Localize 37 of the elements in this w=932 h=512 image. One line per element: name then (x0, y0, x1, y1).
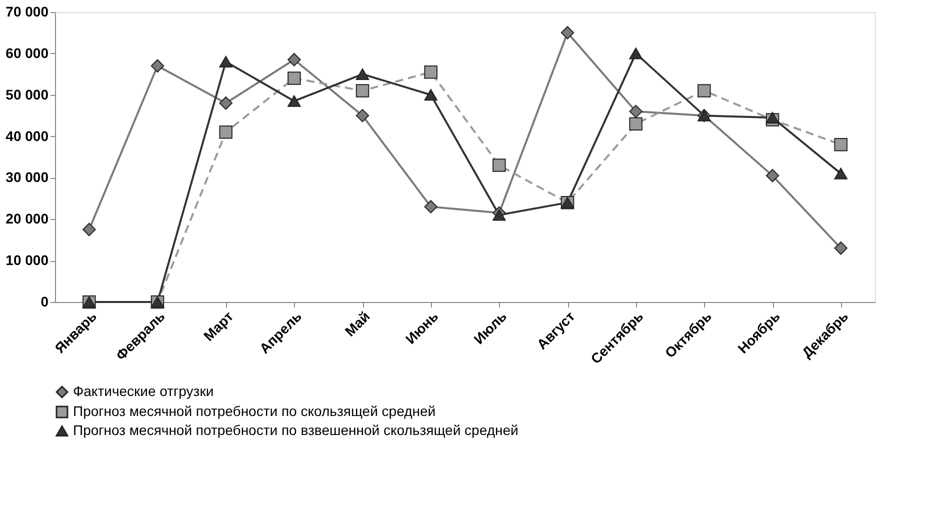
point (629, 104, 642, 118)
point (424, 65, 438, 79)
y-tick-label: 10 000 (6, 252, 49, 268)
legend-label: Прогноз месячной потребности по взвешенной скользящей средней (73, 422, 518, 438)
point (288, 95, 301, 107)
point (834, 242, 848, 255)
point (492, 209, 506, 221)
point (288, 72, 301, 85)
point (356, 84, 370, 98)
legend-label: Фактические отгрузки (73, 383, 214, 399)
point (629, 48, 642, 60)
point (698, 84, 711, 98)
point (766, 112, 780, 124)
point (424, 89, 438, 101)
y-tick-label: 30 000 (6, 169, 49, 186)
point (492, 158, 506, 172)
y-tick-label: 0 (40, 294, 49, 310)
legend-label: Прогноз месячной потребности по скользящей средней (73, 403, 436, 419)
point (834, 168, 848, 180)
y-tick-label: 70 000 (6, 4, 49, 20)
y-tick-label: 40 000 (6, 128, 49, 144)
point (424, 200, 438, 214)
point (766, 169, 780, 182)
y-tick-label: 60 000 (6, 44, 49, 61)
point (288, 53, 301, 66)
point (219, 56, 232, 68)
point (150, 59, 164, 72)
point (834, 138, 848, 152)
point (560, 26, 574, 40)
point (82, 222, 96, 236)
point (356, 108, 370, 122)
point (219, 126, 232, 139)
point (356, 68, 370, 80)
y-tick-label: 50 000 (6, 86, 49, 102)
point (219, 96, 232, 110)
point (629, 117, 642, 130)
y-tick-label: 20 000 (6, 210, 49, 227)
